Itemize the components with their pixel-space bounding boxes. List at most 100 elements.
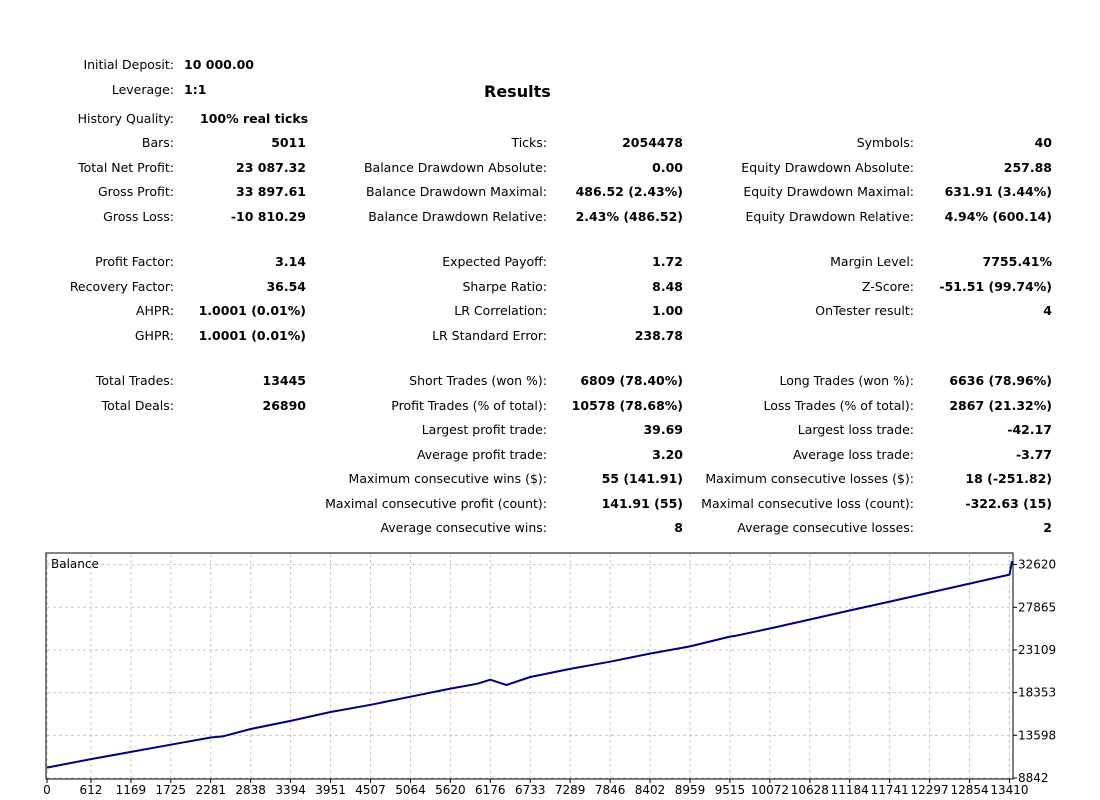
stat-label: AHPR:: [135, 303, 174, 318]
stat-value: 2.43% (486.52): [575, 209, 683, 224]
stat-label: Equity Drawdown Relative:: [745, 209, 914, 224]
stat-label: Expected Payoff:: [442, 254, 547, 269]
stat-label: Largest profit trade:: [421, 422, 547, 437]
x-tick-label: 1725: [156, 783, 187, 797]
stat-label: Gross Profit:: [97, 184, 174, 199]
stat-label: Profit Factor:: [95, 254, 174, 269]
stat-value: 2867 (21.32%): [949, 398, 1052, 413]
x-tick-label: 612: [79, 783, 102, 797]
stat-value: 0.00: [652, 160, 683, 175]
stat-value: 26890: [262, 398, 307, 413]
stat-value: 8: [674, 520, 683, 535]
stat-value: 141.91 (55): [601, 496, 683, 511]
stat-label: LR Standard Error:: [432, 328, 547, 343]
stat-value: -42.17: [1007, 422, 1052, 437]
x-tick-label: 5620: [435, 783, 466, 797]
stat-label: Average consecutive losses:: [737, 520, 914, 535]
stat-label: Gross Loss:: [103, 209, 174, 224]
stat-label: Maximum consecutive wins ($):: [348, 471, 547, 486]
stat-value: 1.0001 (0.01%): [198, 303, 306, 318]
stat-label: Maximal consecutive loss (count):: [701, 496, 914, 511]
stat-label: Loss Trades (% of total):: [763, 398, 914, 413]
stat-label: Profit Trades (% of total):: [391, 398, 547, 413]
stat-label: Equity Drawdown Absolute:: [741, 160, 914, 175]
stat-value: 18 (-251.82): [965, 471, 1052, 486]
stat-value: 39.69: [643, 422, 683, 437]
stat-value: 257.88: [1003, 160, 1052, 175]
y-tick-label: 23109: [1018, 643, 1056, 657]
initial-deposit-value: 10 000.00: [184, 57, 254, 72]
stat-label: Sharpe Ratio:: [462, 279, 547, 294]
x-tick-label: 11184: [831, 783, 869, 797]
x-tick-label: 6176: [475, 783, 506, 797]
x-tick-label: 9515: [715, 783, 746, 797]
stat-value: 1.72: [652, 254, 683, 269]
stat-value: 8.48: [652, 279, 683, 294]
x-tick-label: 13410: [990, 783, 1028, 797]
stat-value: 36.54: [266, 279, 306, 294]
stat-label: Average consecutive wins:: [380, 520, 547, 535]
y-tick-label: 18353: [1018, 686, 1056, 700]
x-tick-label: 6733: [515, 783, 546, 797]
stat-label: Margin Level:: [830, 254, 914, 269]
x-tick-label: 12854: [950, 783, 988, 797]
x-tick-label: 12297: [911, 783, 949, 797]
stat-value: 238.78: [634, 328, 683, 343]
stat-label: Largest loss trade:: [797, 422, 914, 437]
stat-value: 4: [1043, 303, 1052, 318]
stat-label: Average loss trade:: [793, 447, 914, 462]
x-tick-label: 2838: [235, 783, 266, 797]
leverage-label: Leverage:: [111, 82, 174, 97]
x-tick-label: 4507: [355, 783, 386, 797]
x-tick-label: 8959: [675, 783, 706, 797]
stat-value: 2: [1043, 520, 1052, 535]
x-tick-label: 7289: [555, 783, 586, 797]
stat-value: -51.51 (99.74%): [939, 279, 1052, 294]
stat-value: 1.00: [652, 303, 683, 318]
stat-label: Balance Drawdown Maximal:: [365, 184, 547, 199]
stat-value: 10578 (78.68%): [571, 398, 683, 413]
stat-label: Maximal consecutive profit (count):: [325, 496, 547, 511]
stat-label: Long Trades (won %):: [779, 373, 914, 388]
x-tick-label: 2281: [195, 783, 226, 797]
stat-value: 23 087.32: [236, 160, 306, 175]
stat-value: -10 810.29: [230, 209, 306, 224]
x-tick-label: 10072: [751, 783, 789, 797]
stat-label: Recovery Factor:: [69, 279, 174, 294]
balance-line: [46, 561, 1013, 769]
results-title: Results: [484, 82, 551, 101]
stat-label: Ticks:: [511, 135, 547, 150]
leverage-value: 1:1: [184, 82, 207, 97]
stat-label: Balance Drawdown Absolute:: [363, 160, 547, 175]
stat-label: Short Trades (won %):: [409, 373, 547, 388]
x-tick-label: 7846: [595, 783, 626, 797]
stat-label: Symbols:: [856, 135, 914, 150]
x-tick-label: 1169: [116, 783, 147, 797]
stat-value: 4.94% (600.14): [944, 209, 1052, 224]
stat-label: OnTester result:: [815, 303, 914, 318]
y-tick-label: 27865: [1018, 600, 1056, 614]
stat-value: 2054478: [622, 135, 683, 150]
x-tick-label: 3394: [275, 783, 306, 797]
stat-value: 3.20: [652, 447, 683, 462]
stat-label: Total Deals:: [101, 398, 174, 413]
history-quality-label: History Quality:: [77, 111, 174, 126]
stat-value: 55 (141.91): [601, 471, 683, 486]
stat-value: 33 897.61: [236, 184, 306, 199]
stat-label: Balance Drawdown Relative:: [368, 209, 547, 224]
stat-label: Equity Drawdown Maximal:: [743, 184, 914, 199]
stat-value: 13445: [262, 373, 307, 388]
stat-value: -322.63 (15): [965, 496, 1052, 511]
stat-label: Bars:: [141, 135, 174, 150]
stat-value: 631.91 (3.44%): [944, 184, 1052, 199]
stat-label: Total Trades:: [95, 373, 174, 388]
stat-value: 5011: [271, 135, 306, 150]
x-tick-label: 11741: [871, 783, 909, 797]
y-tick-label: 8842: [1018, 771, 1049, 785]
stat-value: 486.52 (2.43%): [575, 184, 683, 199]
stat-value: 3.14: [275, 254, 306, 269]
x-tick-label: 8402: [635, 783, 666, 797]
stat-label: LR Correlation:: [454, 303, 547, 318]
stat-value: 6636 (78.96%): [949, 373, 1052, 388]
